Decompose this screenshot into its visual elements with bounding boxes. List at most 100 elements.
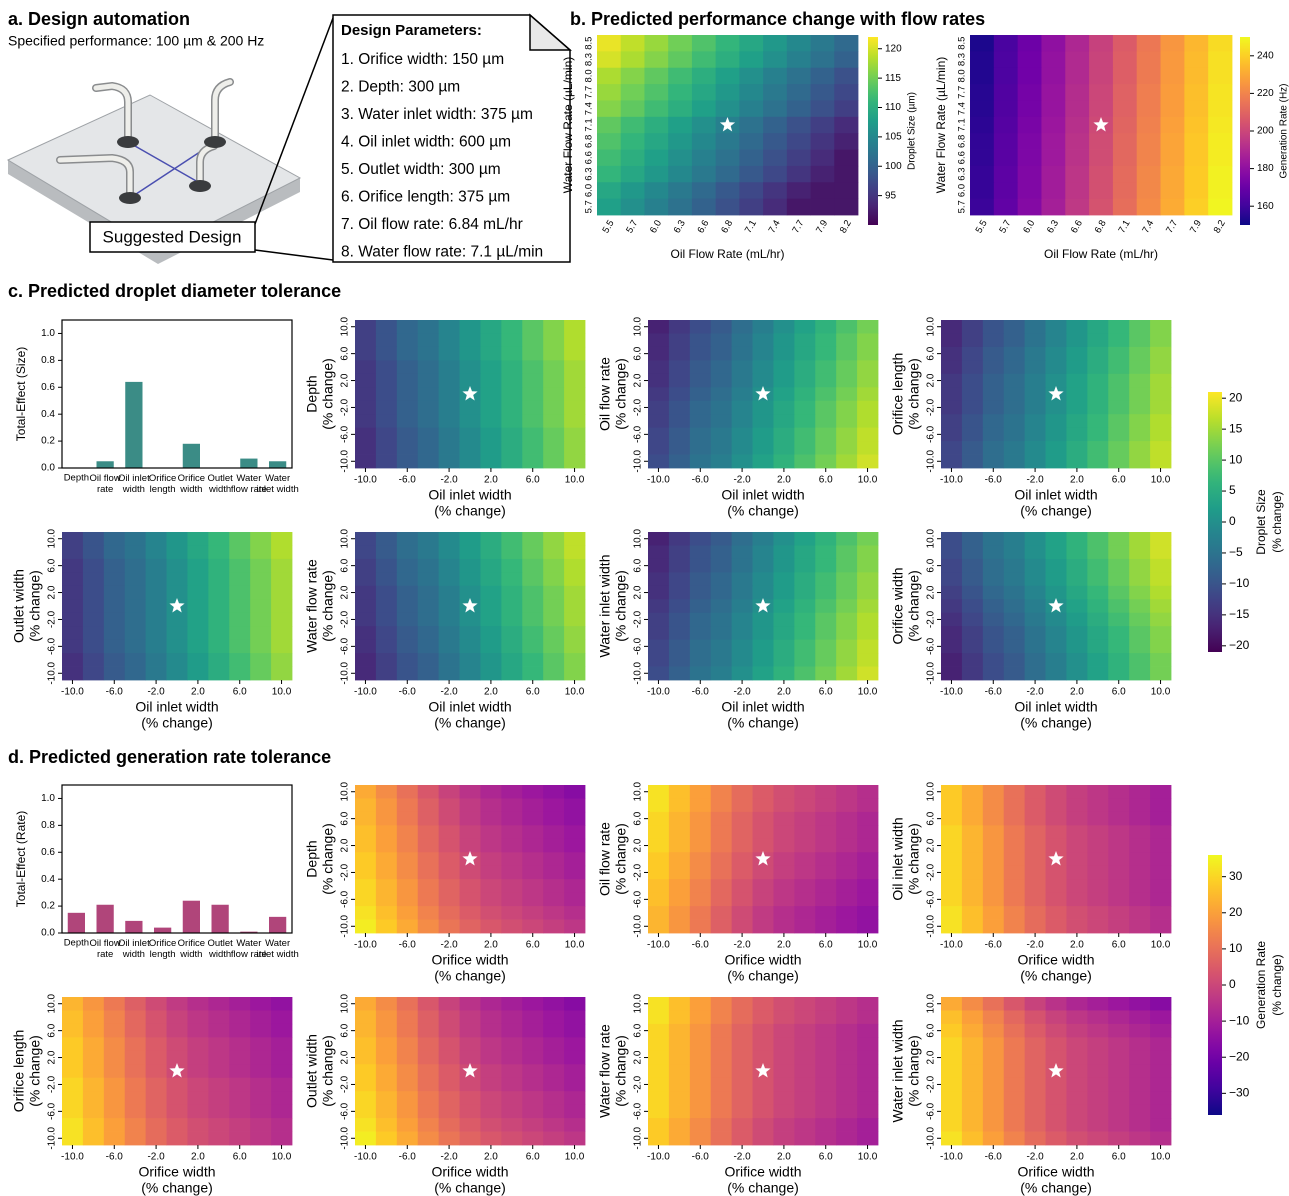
- heatmap-cell: [460, 401, 481, 415]
- heatmap-cell: [648, 812, 669, 826]
- heatmap-cell: [418, 879, 439, 893]
- heatmap-cell: [994, 100, 1018, 117]
- heatmap-cell: [815, 1118, 836, 1132]
- heatmap-cell: [1046, 798, 1067, 812]
- heatmap-cell: [439, 1010, 460, 1024]
- x-tick-label: 6.0: [1021, 218, 1037, 235]
- heatmap-cell: [522, 1024, 543, 1038]
- heatmap-cell: [753, 1132, 774, 1146]
- heatmap-cell: [418, 785, 439, 799]
- heatmap-cell: [597, 117, 621, 134]
- heatmap-cell: [711, 879, 732, 893]
- heatmap-cell: [834, 133, 858, 150]
- heatmap-cell: [739, 133, 763, 150]
- heatmap-cell: [1150, 455, 1171, 469]
- heatmap-cell: [167, 667, 188, 681]
- heatmap-cell: [711, 798, 732, 812]
- heatmap-cell: [815, 825, 836, 839]
- x-tick-label: -10.0: [61, 1152, 84, 1163]
- heatmap-cell: [146, 586, 167, 600]
- heatmap-cell: [1087, 1132, 1108, 1146]
- heatmap-cell: [460, 997, 481, 1011]
- heatmap-cell: [941, 1091, 962, 1105]
- heatmap-cell: [1025, 374, 1046, 388]
- heatmap-cell: [167, 1118, 188, 1132]
- heatmap-cell: [146, 1105, 167, 1119]
- heatmap-cell: [732, 333, 753, 347]
- y-tick-label: 6.0: [633, 1023, 644, 1037]
- heatmap-cell: [1108, 545, 1129, 559]
- heatmap-cell: [1150, 640, 1171, 654]
- heatmap-cell: [1087, 347, 1108, 361]
- heatmap-cell: [83, 586, 104, 600]
- heatmap-cell: [1089, 100, 1113, 117]
- heatmap-cell: [621, 133, 645, 150]
- x-tick-label: -2.0: [440, 687, 458, 698]
- heatmap-cell: [229, 997, 250, 1011]
- heatmap-cell: [83, 1132, 104, 1146]
- heatmap-cell: [1150, 653, 1171, 667]
- heatmap-cell: [397, 866, 418, 880]
- heatmap-cell: [543, 545, 564, 559]
- heatmap-cell: [668, 100, 692, 117]
- heatmap-cell: [501, 1078, 522, 1092]
- heatmap-cell: [104, 667, 125, 681]
- heatmap-cell: [1129, 1051, 1150, 1065]
- heatmap-cell: [564, 1037, 585, 1051]
- heatmap-cell: [857, 414, 878, 428]
- heatmap-cell: [983, 455, 1004, 469]
- y-axis-label: Total-Effect (Size): [14, 347, 28, 441]
- heatmap-cell: [1018, 199, 1042, 216]
- heatmap-cell: [941, 997, 962, 1011]
- heatmap-cell: [794, 839, 815, 853]
- heatmap-cell: [1025, 586, 1046, 600]
- heatmap-cell: [250, 545, 271, 559]
- heatmap-cell: [732, 599, 753, 613]
- y-tick-label: 2.0: [47, 1050, 58, 1064]
- heatmap-cell: [787, 68, 811, 85]
- heatmap-cell: [564, 1078, 585, 1092]
- heatmap-cell: [1066, 906, 1087, 920]
- heatmap-cell: [1004, 1024, 1025, 1038]
- heatmap-cell: [1087, 320, 1108, 334]
- heatmap-cell: [522, 798, 543, 812]
- heatmap-cell: [753, 333, 774, 347]
- heatmap-cell: [480, 1010, 501, 1024]
- heatmap-cell: [1150, 532, 1171, 546]
- heatmap-cell: [1025, 441, 1046, 455]
- heatmap-cell: [836, 893, 857, 907]
- heatmap-cell: [1018, 166, 1042, 183]
- heatmap-cell: [376, 893, 397, 907]
- heatmap-cell: [418, 401, 439, 415]
- heatmap-cell: [543, 532, 564, 546]
- heatmap-cell: [690, 1078, 711, 1092]
- heatmap-cell: [962, 428, 983, 442]
- heatmap-cell: [836, 1064, 857, 1078]
- heatmap-cell: [460, 653, 481, 667]
- heatmap-cell: [564, 640, 585, 654]
- heatmap-cell: [773, 798, 794, 812]
- y-tick-label: 0.2: [41, 901, 55, 912]
- heatmap-cell: [501, 320, 522, 334]
- heatmap-cell: [1108, 812, 1129, 826]
- heatmap-cell: [753, 1024, 774, 1038]
- heatmap-cell: [1208, 100, 1232, 117]
- heatmap-cell: [1150, 1078, 1171, 1092]
- heatmap-cell: [480, 825, 501, 839]
- heatmap-cell: [271, 1105, 292, 1119]
- heatmap-cell: [773, 333, 794, 347]
- heatmap-cell: [564, 893, 585, 907]
- heatmap-cell: [1108, 572, 1129, 586]
- heatmap-cell: [1025, 455, 1046, 469]
- y-tick-label: 0.4: [41, 409, 55, 420]
- heatmap-cell: [439, 613, 460, 627]
- heatmap-cell: [397, 1105, 418, 1119]
- y-tick-label: 10.0: [633, 317, 644, 337]
- heatmap-cell: [811, 100, 835, 117]
- heatmap-cell: [1087, 333, 1108, 347]
- heatmap-cell: [460, 920, 481, 934]
- x-axis-label: (% change): [434, 503, 506, 519]
- heatmap-cell: [418, 798, 439, 812]
- heatmap-cell: [732, 572, 753, 586]
- heatmap-cell: [1087, 653, 1108, 667]
